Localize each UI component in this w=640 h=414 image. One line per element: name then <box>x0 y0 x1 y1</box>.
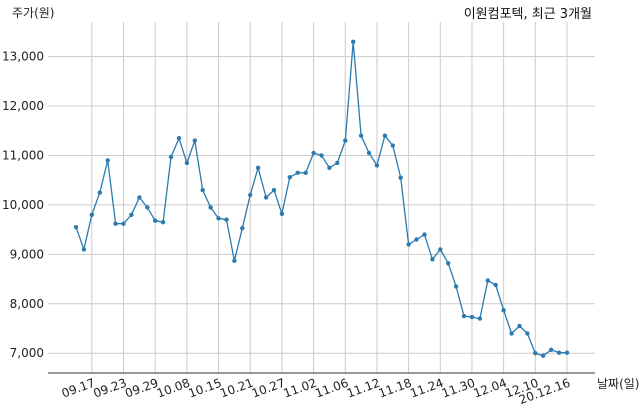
data-point <box>303 170 308 175</box>
data-point <box>406 242 411 247</box>
data-point <box>533 351 538 356</box>
data-point <box>81 247 87 252</box>
data-point <box>469 314 475 320</box>
data-point <box>335 160 340 166</box>
data-point <box>279 211 285 216</box>
data-point <box>153 218 158 223</box>
data-point <box>390 143 395 148</box>
data-point <box>327 165 332 170</box>
data-point <box>438 247 443 252</box>
data-point <box>208 205 213 210</box>
data-point <box>137 195 142 200</box>
data-point <box>145 205 150 210</box>
data-point <box>248 192 253 198</box>
data-point <box>168 154 174 160</box>
data-point <box>184 160 190 166</box>
y-tick-label: 11,000 <box>2 148 44 162</box>
data-point <box>366 150 372 156</box>
data-point <box>477 316 483 321</box>
data-point <box>73 225 79 230</box>
series-line-group <box>73 39 570 358</box>
y-tick-labels: 7,000 8,000 9,000 10,000 11,000 12,000 13,000 <box>2 50 44 361</box>
data-point <box>192 138 197 143</box>
data-point <box>176 136 182 141</box>
data-point <box>414 237 419 242</box>
data-point <box>374 163 380 168</box>
data-point <box>97 190 103 195</box>
data-point <box>446 261 451 266</box>
y-axis-title: 주가(원) <box>12 6 54 20</box>
data-point <box>343 138 348 143</box>
data-point <box>121 221 126 226</box>
data-point <box>232 258 237 263</box>
data-point <box>255 165 261 170</box>
data-point <box>501 308 506 313</box>
data-point <box>525 331 530 336</box>
series-line <box>75 41 567 357</box>
data-point <box>160 220 166 225</box>
grid-lines <box>48 22 595 373</box>
data-point <box>358 133 364 138</box>
data-point <box>461 313 467 319</box>
data-point <box>509 331 514 336</box>
data-point <box>422 232 427 237</box>
data-point <box>556 350 562 355</box>
data-point <box>105 158 110 163</box>
data-point <box>319 153 324 158</box>
data-point <box>200 187 205 193</box>
y-tick-label: 12,000 <box>2 99 44 113</box>
x-tick-labels: 09.1709.2309.2910.0810.1510.2110.2711.02… <box>60 376 572 407</box>
y-tick-label: 8,000 <box>10 297 44 311</box>
data-point <box>311 150 316 156</box>
data-point <box>453 284 459 289</box>
data-point <box>287 175 292 180</box>
data-point <box>295 170 300 175</box>
data-point <box>113 221 118 226</box>
y-tick-label: 7,000 <box>10 346 44 360</box>
data-point <box>351 39 356 44</box>
data-point <box>485 278 490 283</box>
y-tick-label: 10,000 <box>2 198 44 212</box>
chart-title: 이원컴포텍, 최근 3개월 <box>464 7 592 22</box>
data-point <box>263 195 269 200</box>
data-point <box>216 216 221 221</box>
data-point <box>549 347 554 352</box>
data-point <box>89 212 95 217</box>
data-point <box>564 350 570 355</box>
data-point <box>224 217 229 222</box>
data-point <box>240 226 245 231</box>
data-point <box>430 257 435 262</box>
data-point <box>271 187 277 193</box>
y-tick-label: 13,000 <box>2 50 44 64</box>
data-point <box>398 175 403 180</box>
data-point <box>517 323 522 329</box>
data-point <box>129 212 134 217</box>
data-point <box>382 133 388 138</box>
data-point <box>541 353 546 358</box>
x-axis-title: 날짜(일) <box>597 377 639 391</box>
y-tick-label: 9,000 <box>10 247 44 261</box>
data-point <box>493 282 498 288</box>
